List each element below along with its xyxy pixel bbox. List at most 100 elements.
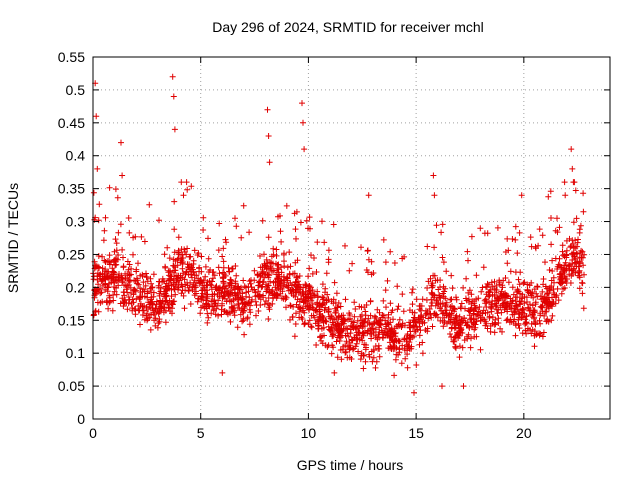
data-point — [229, 265, 235, 272]
data-point — [525, 305, 532, 312]
data-point — [117, 300, 124, 307]
data-point — [162, 319, 169, 326]
data-point — [418, 303, 425, 309]
data-point — [330, 221, 337, 228]
data-point — [109, 265, 116, 272]
data-point — [386, 328, 393, 335]
data-point — [125, 266, 132, 273]
data-point — [266, 272, 273, 279]
data-point — [406, 324, 413, 331]
data-point — [532, 299, 539, 306]
data-point — [368, 348, 375, 355]
data-point — [115, 274, 121, 281]
data-point — [248, 277, 254, 284]
data-point — [458, 305, 464, 312]
data-point — [449, 285, 456, 292]
data-point — [514, 286, 521, 293]
data-point — [424, 285, 431, 291]
data-point — [382, 259, 389, 266]
data-point — [346, 339, 353, 346]
data-point — [507, 268, 514, 275]
y-tick-label: 0.15 — [58, 312, 85, 328]
data-point — [319, 218, 325, 225]
data-point — [119, 172, 126, 179]
data-point — [465, 331, 472, 338]
data-point — [107, 298, 113, 305]
data-point — [196, 277, 203, 284]
data-point — [283, 304, 289, 311]
data-point — [119, 246, 126, 253]
data-point — [128, 265, 135, 272]
data-point — [255, 271, 261, 278]
data-point — [539, 302, 546, 309]
data-point — [504, 235, 511, 242]
data-point — [358, 334, 365, 341]
data-point — [577, 222, 584, 229]
data-point — [270, 245, 277, 252]
data-point — [211, 272, 218, 279]
data-point — [92, 307, 99, 314]
data-point — [388, 325, 395, 332]
data-point — [556, 279, 563, 286]
data-point — [246, 321, 253, 328]
data-point — [543, 296, 550, 303]
data-point — [573, 215, 580, 222]
data-point — [100, 237, 107, 244]
data-point — [96, 201, 103, 208]
data-point — [546, 267, 553, 273]
data-point — [129, 296, 136, 303]
data-point — [121, 282, 127, 289]
data-point — [442, 309, 449, 316]
data-point — [329, 333, 336, 340]
data-point — [259, 279, 266, 286]
data-point — [474, 311, 481, 318]
data-point — [500, 300, 507, 307]
data-point — [126, 229, 133, 236]
data-point — [296, 298, 303, 305]
data-point — [129, 307, 136, 314]
data-point — [334, 334, 341, 341]
data-point — [270, 260, 276, 267]
data-point — [370, 354, 377, 361]
data-point — [499, 284, 506, 291]
data-point — [299, 100, 305, 107]
data-point — [187, 266, 193, 273]
data-point — [230, 306, 236, 312]
data-point — [451, 318, 458, 325]
data-point — [396, 316, 403, 323]
data-point — [338, 356, 345, 363]
data-point — [105, 305, 112, 312]
data-point — [265, 289, 272, 296]
data-point — [464, 248, 471, 255]
data-point — [255, 282, 262, 289]
data-point — [142, 282, 149, 289]
data-point — [493, 300, 500, 307]
x-tick-label: 15 — [408, 425, 424, 441]
data-point — [429, 323, 436, 330]
data-point — [372, 326, 379, 333]
data-point — [220, 258, 227, 265]
data-point — [241, 331, 248, 338]
data-point — [348, 356, 355, 362]
data-point — [556, 271, 563, 278]
data-point — [531, 343, 538, 350]
data-point — [277, 228, 284, 235]
data-point — [300, 119, 306, 126]
data-point — [323, 270, 330, 277]
data-point — [394, 283, 401, 290]
data-point — [410, 323, 417, 330]
data-point — [548, 241, 555, 248]
data-point — [404, 351, 411, 358]
data-point — [316, 304, 323, 310]
data-point — [137, 300, 144, 307]
data-point — [154, 324, 161, 331]
data-point — [368, 335, 375, 342]
data-point — [543, 285, 550, 292]
data-point — [425, 315, 432, 322]
data-point — [228, 298, 235, 305]
data-point — [436, 294, 443, 301]
data-point — [439, 383, 445, 390]
data-point — [186, 261, 193, 268]
data-point — [524, 299, 530, 305]
data-point — [328, 324, 335, 331]
